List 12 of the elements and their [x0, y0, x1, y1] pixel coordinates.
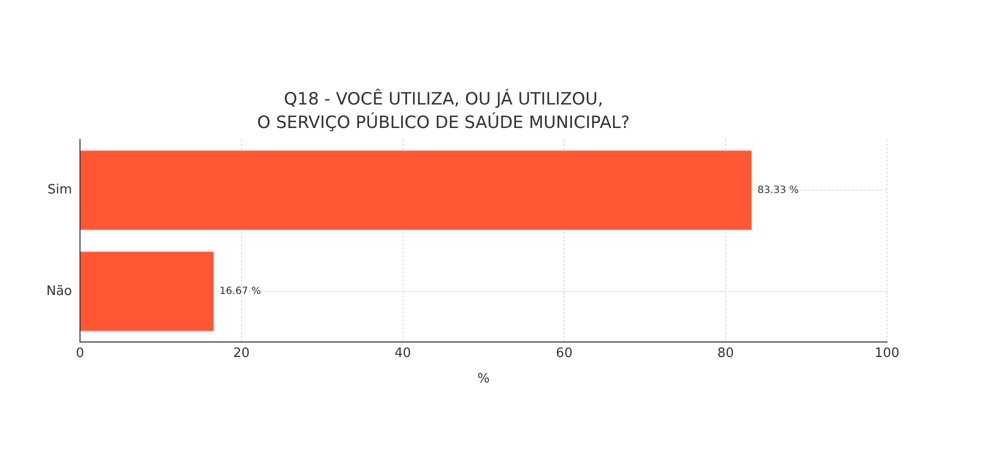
- x-tick-label: 40: [394, 346, 412, 362]
- x-tick-label: 80: [717, 346, 734, 362]
- chart-title: Q18 - VOCÊ UTILIZA, OU JÁ UTILIZOU, O SERVIÇO PÚBLICO DE SAÚDE MUNICIPAL?: [257, 88, 630, 134]
- x-tick-label: 100: [874, 346, 900, 362]
- data-label: 16.67 %: [220, 286, 261, 297]
- y-tick-label: Sim: [47, 182, 72, 198]
- data-label: 83.33 %: [757, 184, 799, 196]
- x-tick-label: 60: [556, 346, 572, 362]
- x-axis-title: %: [477, 372, 490, 387]
- x-tick-label: 20: [233, 346, 250, 362]
- y-tick-label: Não: [46, 284, 72, 299]
- x-tick-label: 0: [76, 346, 84, 362]
